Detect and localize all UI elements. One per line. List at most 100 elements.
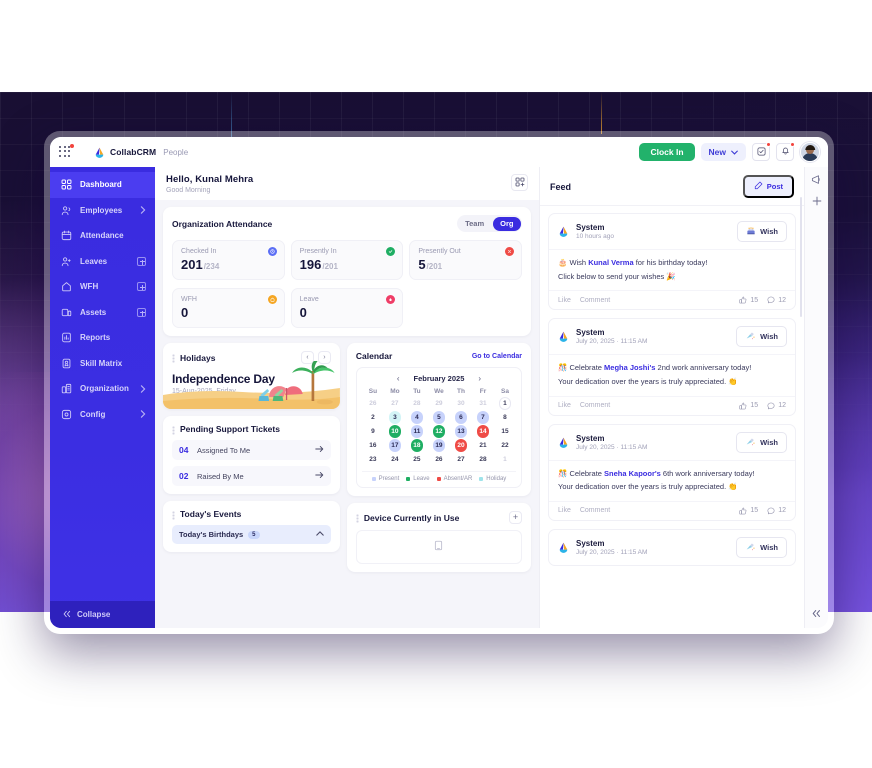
calendar-day[interactable]: 1 (503, 456, 507, 463)
stat-leave[interactable]: Leave 0 (290, 288, 404, 328)
sidebar-item-dashboard[interactable]: Dashboard (50, 172, 155, 198)
qr-code-button[interactable] (511, 174, 528, 191)
calendar-day[interactable]: 24 (391, 456, 399, 463)
calendar-day[interactable]: 26 (369, 400, 377, 407)
sidebar-item-employees[interactable]: Employees (50, 198, 155, 224)
calendar-day[interactable]: 30 (457, 400, 465, 407)
calendar-day[interactable]: 4 (406, 411, 428, 424)
tasks-button[interactable] (752, 142, 771, 161)
event-todays-birthdays[interactable]: Today's Birthdays 5 (172, 525, 331, 544)
sidebar-item-leaves[interactable]: Leaves (50, 249, 155, 275)
calendar-day[interactable]: 18 (406, 439, 428, 452)
calendar-next-button[interactable]: › (478, 374, 482, 383)
avatar[interactable] (800, 142, 820, 162)
holidays-next-button[interactable]: › (317, 351, 331, 364)
calendar-day[interactable]: 22 (501, 442, 509, 449)
drag-handle-icon[interactable] (172, 354, 175, 363)
calendar-day[interactable]: 17 (384, 439, 406, 452)
sidebar-item-organization[interactable]: Organization (50, 376, 155, 402)
calendar-day[interactable]: 8 (503, 414, 507, 421)
calendar-day[interactable]: 10 (384, 425, 406, 438)
calendar-day[interactable]: 2 (371, 414, 375, 421)
rail-collapse-button[interactable] (812, 609, 821, 620)
calendar-day[interactable]: 25 (413, 456, 421, 463)
calendar-day[interactable]: 27 (457, 456, 465, 463)
calendar-day[interactable]: 12 (428, 425, 450, 438)
calendar-day[interactable]: 1 (494, 397, 516, 410)
notifications-button[interactable] (776, 142, 795, 161)
calendar-day[interactable]: 15 (501, 428, 509, 435)
calendar-day[interactable]: 7 (472, 411, 494, 424)
wish-button[interactable]: Wish (736, 536, 787, 558)
calendar-day[interactable]: 9 (371, 428, 375, 435)
grip-icon[interactable] (59, 143, 74, 159)
toggle-option-org[interactable]: Org (493, 216, 521, 231)
sidebar-add-asset-button[interactable] (137, 307, 146, 317)
calendar-day[interactable]: 6 (450, 411, 472, 424)
stat-presently-out[interactable]: Presently Out 5/201 (409, 240, 522, 280)
announcement-icon[interactable] (811, 174, 822, 185)
sidebar-add-wfh-button[interactable] (137, 282, 146, 292)
sidebar-item-config[interactable]: Config (50, 402, 155, 428)
calendar-day[interactable]: 27 (391, 400, 399, 407)
calendar-day[interactable]: 3 (384, 411, 406, 424)
comment-action[interactable]: Comment (579, 296, 611, 304)
calendar-day[interactable]: 26 (435, 456, 443, 463)
feed-list[interactable]: System 10 hours ago Wish (540, 206, 804, 628)
calendar-day[interactable]: 21 (479, 442, 487, 449)
like-action[interactable]: Like (558, 507, 571, 515)
device-icon (433, 538, 444, 556)
holidays-prev-button[interactable]: ‹ (300, 351, 314, 364)
wish-button[interactable]: Wish (737, 221, 787, 242)
stat-presently-in[interactable]: Presently In 196/201 (290, 240, 404, 280)
brand[interactable]: CollabCRM People (93, 146, 188, 159)
calendar-day[interactable]: 11 (406, 425, 428, 438)
calendar-day[interactable]: 28 (413, 400, 421, 407)
new-button[interactable]: New (700, 143, 746, 161)
go-to-calendar-link[interactable]: Go to Calendar (471, 352, 522, 360)
plus-icon[interactable] (812, 196, 822, 206)
comment-action[interactable]: Comment (579, 507, 611, 515)
calendar-prev-button[interactable]: ‹ (396, 374, 400, 383)
calendar-day[interactable]: 5 (428, 411, 450, 424)
ticket-row-raised[interactable]: 02 Raised By Me (172, 466, 331, 486)
like-action[interactable]: Like (558, 402, 571, 409)
calendar-days[interactable]: 26 27 28 29 30 31 1 2 3 4 5 6 7 8 9 10 11 12 13 14 15 16 17 18 1… (362, 397, 516, 466)
drag-handle-icon[interactable] (172, 510, 175, 520)
calendar-day[interactable]: 13 (450, 425, 472, 438)
comment-action[interactable]: Comment (579, 402, 611, 409)
drag-handle-icon[interactable] (355, 514, 359, 523)
sidebar-add-leave-button[interactable] (137, 256, 146, 266)
drag-handle-icon[interactable] (172, 425, 175, 435)
sidebar-item-wfh[interactable]: WFH (50, 274, 155, 300)
ticket-count: 04 (179, 445, 189, 455)
wish-button[interactable]: Wish (736, 431, 787, 453)
main-scroll-area[interactable]: Organization Attendance Team Org (155, 200, 539, 628)
calendar-day[interactable]: 19 (428, 439, 450, 452)
sidebar-item-reports[interactable]: Reports (50, 325, 155, 351)
calendar-header: Calendar Go to Calendar (356, 351, 522, 361)
add-device-button[interactable]: + (509, 511, 522, 524)
feed-scrollbar[interactable] (799, 197, 802, 317)
sidebar-item-attendance[interactable]: Attendance (50, 223, 155, 249)
sidebar-collapse-button[interactable]: Collapse (50, 601, 155, 628)
post-button[interactable]: Post (742, 175, 794, 198)
calendar-day[interactable]: 14 (472, 425, 494, 438)
sidebar-item-assets[interactable]: Assets (50, 300, 155, 326)
post-line-2: Click below to send your wishes 🎉 (558, 271, 676, 281)
stat-wfh[interactable]: WFH 0 (172, 288, 285, 328)
ticket-row-assigned[interactable]: 04 Assigned To Me (172, 440, 331, 460)
calendar-day[interactable]: 16 (369, 442, 377, 449)
clock-in-button[interactable]: Clock In (639, 142, 695, 162)
team-org-toggle[interactable]: Team Org (456, 215, 522, 232)
calendar-day[interactable]: 20 (450, 439, 472, 452)
calendar-day[interactable]: 23 (369, 456, 377, 463)
calendar-day[interactable]: 29 (435, 400, 443, 407)
calendar-day[interactable]: 28 (479, 456, 487, 463)
sidebar-item-skill-matrix[interactable]: Skill Matrix (50, 351, 155, 377)
toggle-option-team[interactable]: Team (465, 219, 485, 228)
wish-button[interactable]: Wish (736, 326, 787, 348)
calendar-day[interactable]: 31 (479, 400, 487, 407)
like-action[interactable]: Like (558, 296, 571, 304)
stat-checked-in[interactable]: Checked In 201/234 (172, 240, 285, 280)
